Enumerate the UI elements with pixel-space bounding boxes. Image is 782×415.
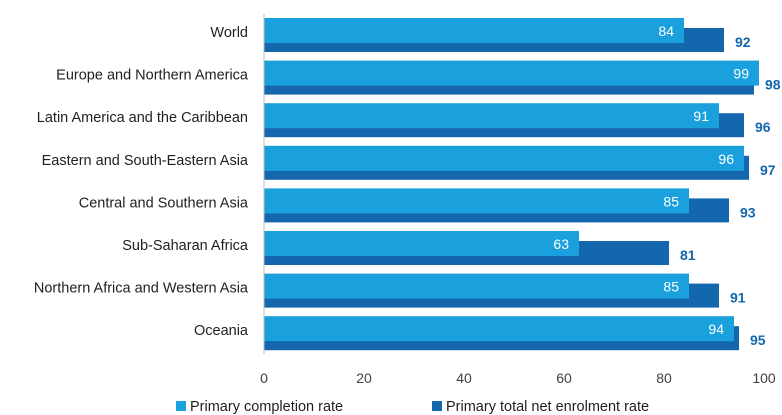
bar-completion-rate: [264, 103, 719, 129]
legend-label: Primary total net enrolment rate: [446, 399, 649, 415]
category-label: Sub-Saharan Africa: [122, 238, 249, 254]
bar-completion-rate: [264, 273, 689, 299]
bar-completion-rate: [264, 18, 684, 43]
data-label-enrolment: 81: [680, 247, 696, 263]
data-label-enrolment: 93: [740, 204, 756, 220]
data-label-completion: 84: [658, 23, 674, 39]
x-tick-label: 100: [752, 370, 776, 386]
data-label-enrolment: 98: [765, 77, 781, 93]
data-label-enrolment: 97: [760, 162, 776, 178]
data-label-completion: 63: [553, 236, 569, 252]
legend-label: Primary completion rate: [190, 399, 343, 415]
x-tick-label: 80: [656, 370, 672, 386]
data-label-completion: 96: [718, 151, 734, 167]
data-label-enrolment: 96: [755, 119, 771, 135]
category-label: Eastern and South-Eastern Asia: [42, 153, 249, 169]
bar-completion-rate: [264, 231, 579, 256]
data-label-enrolment: 95: [750, 332, 766, 348]
data-label-completion: 99: [733, 66, 749, 82]
bar-completion-rate: [264, 188, 689, 214]
legend: Primary completion rate Primary total net…: [176, 399, 649, 415]
category-label: Oceania: [194, 323, 249, 339]
data-label-completion: 94: [708, 321, 724, 337]
category-labels: World Europe and Northern America Latin Am…: [34, 25, 249, 339]
legend-swatch: [432, 401, 442, 411]
x-tick-label: 40: [456, 370, 472, 386]
legend-swatch: [176, 401, 186, 411]
category-label: Central and Southern Asia: [79, 195, 249, 211]
category-label: Northern Africa and Western Asia: [34, 281, 249, 297]
data-label-completion: 85: [663, 279, 679, 295]
x-tick-label: 60: [556, 370, 572, 386]
x-tick-label: 0: [260, 370, 268, 386]
category-label: World: [210, 25, 248, 41]
data-label-enrolment: 91: [730, 290, 746, 306]
bar-completion-rate: [264, 316, 734, 342]
category-label: Europe and Northern America: [56, 68, 249, 84]
data-label-completion: 85: [663, 193, 679, 209]
category-label: Latin America and the Caribbean: [37, 110, 248, 126]
data-label-enrolment: 92: [735, 34, 751, 50]
bar-completion-rate: [264, 145, 744, 171]
x-axis-ticks: 0 20 40 60 80 100: [260, 370, 776, 386]
data-label-completion: 91: [693, 108, 709, 124]
bar-completion-rate: [264, 60, 759, 86]
x-tick-label: 20: [356, 370, 372, 386]
